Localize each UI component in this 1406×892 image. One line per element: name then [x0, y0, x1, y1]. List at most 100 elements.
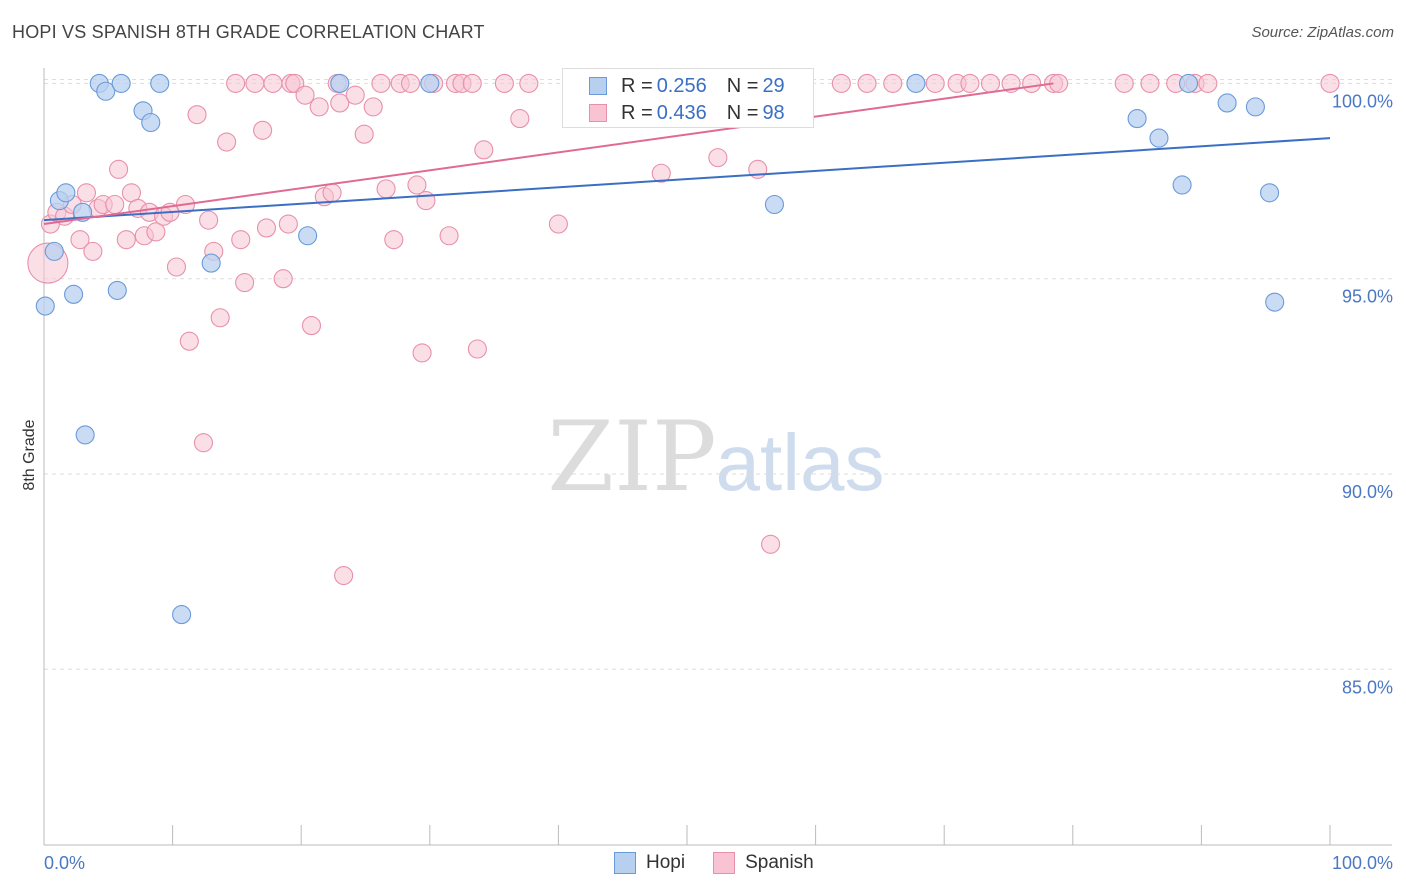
spanish-point: [193, 433, 214, 453]
hopi-point: [764, 194, 784, 215]
x-tick-label-min: 0.0%: [44, 853, 85, 873]
legend-item-hopi[interactable]: Hopi: [614, 852, 685, 874]
spanish-point: [146, 222, 166, 242]
spanish-point: [116, 230, 136, 250]
spanish-point: [980, 73, 1001, 93]
spanish-point: [179, 331, 199, 351]
hopi-point: [330, 73, 350, 93]
spanish-point: [416, 191, 436, 211]
spanish-point: [76, 183, 96, 203]
spanish-point: [199, 210, 219, 230]
hopi-trend-line: [43, 137, 1331, 222]
spanish-point: [960, 73, 980, 93]
y-axis-label: 8th Grade: [21, 419, 38, 490]
watermark-atlas: atlas: [716, 418, 885, 507]
spanish-point: [273, 269, 293, 289]
spanish-point: [322, 183, 342, 203]
hopi-point: [75, 425, 95, 445]
hopi-swatch: [614, 852, 636, 874]
hopi-point: [44, 241, 64, 261]
n-label: N =: [726, 101, 759, 124]
spanish-point: [309, 97, 329, 117]
r-label: R =: [621, 74, 653, 97]
spanish-point: [235, 273, 255, 293]
spanish-point: [226, 73, 246, 93]
spanish-point: [83, 241, 103, 261]
spanish-point: [761, 534, 781, 554]
spanish-point: [925, 73, 945, 93]
spanish-point: [474, 140, 494, 160]
spanish-point: [1114, 73, 1134, 93]
spanish-point: [354, 124, 374, 144]
spanish-point: [295, 85, 315, 105]
spanish-point: [70, 230, 90, 250]
spanish-swatch: [589, 104, 607, 122]
spanish-point: [548, 214, 568, 234]
spanish-point: [334, 565, 354, 586]
hopi-point: [96, 81, 116, 101]
y-tick-label: 95.0%: [1342, 287, 1393, 307]
spanish-point: [467, 339, 487, 359]
spanish-point: [376, 179, 396, 199]
spanish-trend-line: [43, 82, 1054, 226]
legend-label-hopi: Hopi: [646, 852, 686, 873]
hopi-point: [298, 226, 318, 246]
hopi-point: [1149, 128, 1169, 148]
hopi-point: [1172, 175, 1192, 195]
n-value: 29: [762, 74, 785, 97]
spanish-point: [384, 230, 404, 250]
hopi-point: [201, 253, 221, 273]
hopi-point: [150, 73, 170, 93]
y-tick-label: 100.0%: [1332, 91, 1393, 111]
hopi-point: [906, 73, 926, 93]
spanish-point: [400, 73, 421, 93]
spanish-point: [857, 73, 877, 93]
hopi-swatch: [589, 77, 607, 95]
spanish-point: [494, 73, 514, 93]
spanish-point: [462, 73, 482, 93]
series-legend: Hopi Spanish: [614, 852, 842, 874]
spanish-point: [105, 194, 125, 215]
spanish-point: [253, 120, 273, 140]
spanish-point: [256, 218, 277, 238]
hopi-point: [141, 112, 161, 133]
hopi-point: [1178, 73, 1199, 93]
chart-title: HOPI VS SPANISH 8TH GRADE CORRELATION CH…: [12, 22, 485, 42]
hopi-point: [107, 280, 127, 300]
spanish-point: [345, 85, 365, 105]
spanish-point: [439, 226, 459, 246]
legend-row-spanish: R = 0.436 N = 98: [563, 101, 785, 125]
hopi-point: [35, 296, 55, 316]
spanish-point: [1320, 73, 1340, 93]
spanish-swatch: [713, 852, 736, 874]
hopi-point: [111, 73, 131, 93]
spanish-point: [363, 97, 383, 117]
spanish-point: [231, 230, 251, 250]
spanish-point: [187, 105, 207, 125]
watermark-zip: ZIP: [547, 401, 716, 513]
hopi-point: [1127, 109, 1147, 129]
spanish-point: [210, 308, 230, 328]
spanish-point: [166, 257, 187, 277]
r-value: 0.256: [656, 74, 707, 97]
legend-item-spanish[interactable]: Spanish: [713, 852, 814, 874]
hopi-point: [64, 284, 84, 304]
spanish-point: [407, 175, 427, 195]
spanish-point: [1140, 73, 1160, 93]
spanish-point: [109, 159, 129, 179]
spanish-point: [708, 148, 728, 168]
spanish-point: [330, 93, 350, 113]
spanish-point: [371, 73, 391, 93]
r-label: R =: [621, 101, 653, 124]
spanish-point: [1022, 73, 1042, 93]
spanish-point: [245, 73, 265, 93]
y-tick-label: 90.0%: [1342, 482, 1393, 502]
spanish-point: [412, 343, 432, 363]
spanish-point: [1198, 73, 1218, 93]
hopi-point: [420, 73, 440, 93]
legend-row-hopi: R = 0.256 N = 29: [563, 74, 785, 98]
hopi-point: [56, 183, 76, 203]
spanish-point: [263, 73, 283, 93]
r-value: 0.436: [656, 101, 707, 124]
n-value: 98: [762, 101, 785, 124]
